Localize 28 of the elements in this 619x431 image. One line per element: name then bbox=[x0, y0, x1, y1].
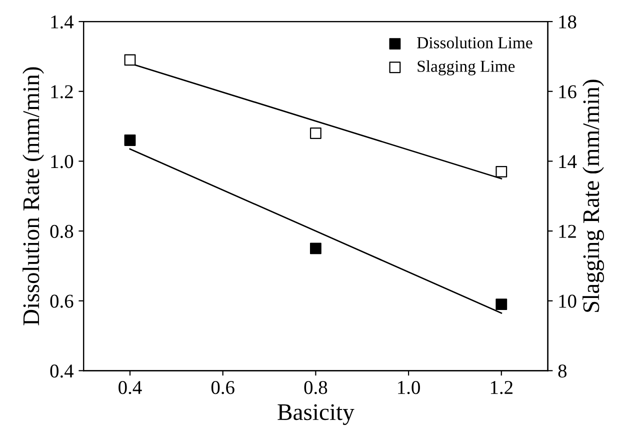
legend-label: Slagging Lime bbox=[418, 60, 515, 76]
x-tick-label: 0.4 bbox=[118, 380, 142, 394]
y-axis-title: Dissolution Rate (mm/min) bbox=[22, 67, 44, 326]
x-tick-label: 0.8 bbox=[304, 380, 328, 394]
y2-tick-label: 10 bbox=[559, 294, 576, 308]
y2-tick-label: 16 bbox=[559, 85, 576, 98]
y-tick-label: 0.8 bbox=[50, 224, 74, 238]
point bbox=[496, 298, 508, 310]
x-tick-label: 0.6 bbox=[211, 380, 234, 394]
point bbox=[310, 242, 322, 254]
y2-tick-label: 12 bbox=[559, 224, 576, 238]
y2-axis-title: Slagging Rate (mm/min) bbox=[582, 80, 604, 312]
x-tick-label: 1.0 bbox=[398, 380, 420, 394]
y2-tick-label: 8 bbox=[558, 364, 567, 378]
point bbox=[124, 134, 136, 146]
y-tick-label: 0.4 bbox=[50, 364, 74, 378]
point bbox=[310, 128, 322, 139]
x-axis-title: Basicity bbox=[278, 404, 354, 425]
point bbox=[496, 166, 508, 178]
y-tick-label: 1.4 bbox=[51, 15, 74, 29]
y-tick-label: 0.6 bbox=[50, 294, 74, 308]
legend-label: Dissolution Lime bbox=[417, 36, 532, 48]
point bbox=[124, 54, 136, 66]
y-tick-label: 1.2 bbox=[51, 85, 73, 98]
y2-tick-label: 18 bbox=[559, 15, 576, 28]
y2-tick-label: 14 bbox=[559, 155, 577, 168]
x-tick-label: 1.2 bbox=[490, 381, 512, 394]
y-tick-label: 1.0 bbox=[51, 155, 74, 168]
